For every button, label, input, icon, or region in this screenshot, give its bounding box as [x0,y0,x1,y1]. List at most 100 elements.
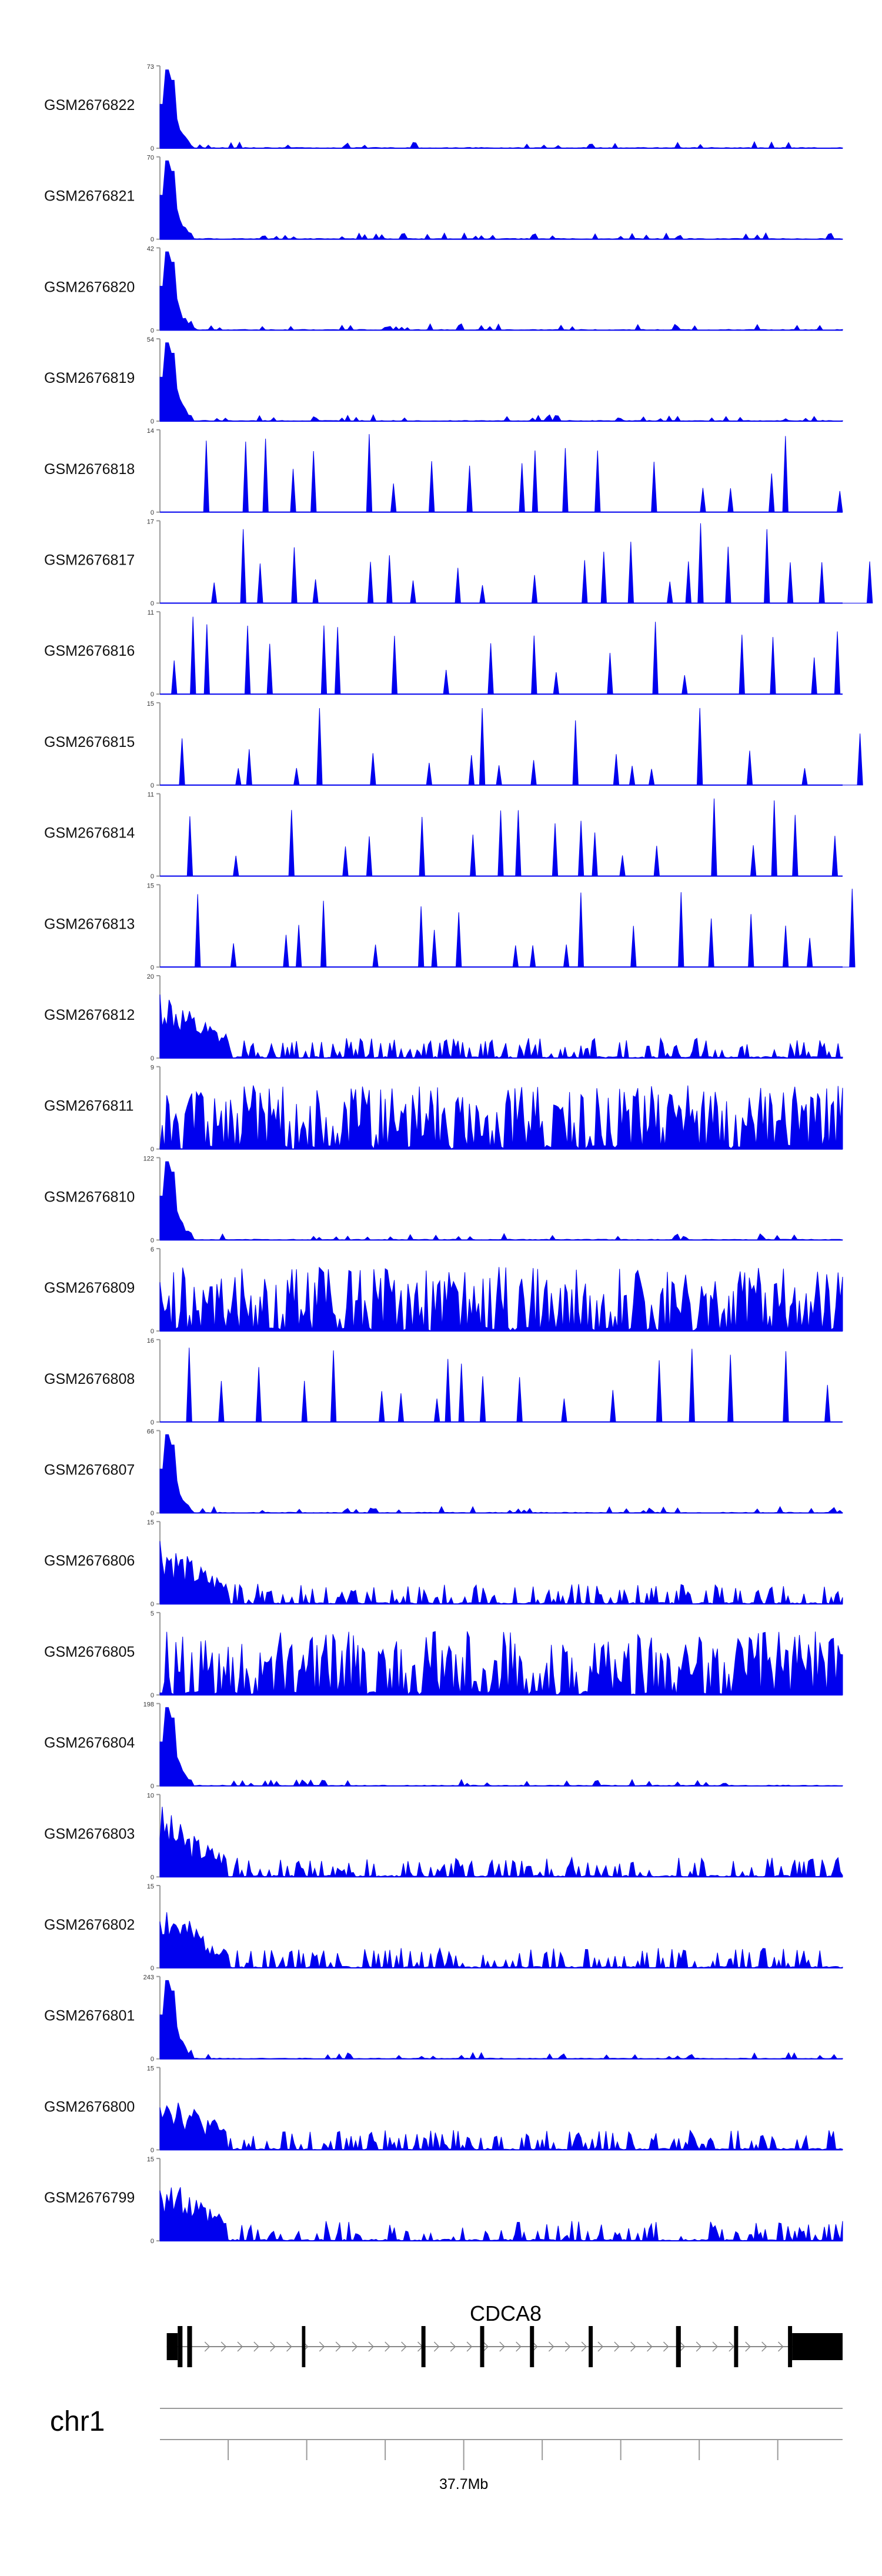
signal-area [159,1085,843,1150]
strand-arrow [614,2341,620,2352]
track-ymax-label: 15 [147,1519,154,1526]
track-ymin-label: 0 [151,418,154,425]
strand-arrow [679,2341,686,2352]
track-label: GSM2676814 [44,825,135,842]
track-ymin-label: 0 [151,1419,154,1426]
signal-area [159,2187,843,2242]
strand-arrow [729,2341,734,2352]
strand-arrow [712,2341,719,2352]
strand-arrow [647,2341,653,2352]
track-ymax-label: 6 [151,1246,154,1253]
strand-arrow [286,2341,292,2352]
track-GSM2676812: GSM2676812 20 0 [44,973,843,1062]
track-ymin-label: 0 [151,327,154,334]
track-GSM2676817: GSM2676817 17 0 [44,519,873,608]
track-label: GSM2676802 [44,1917,135,1933]
track-ymax-label: 66 [147,1429,154,1436]
track-label: GSM2676801 [44,2008,135,2024]
track-label: GSM2676810 [44,1189,135,1205]
signal-area [160,434,843,513]
track-ymax-label: 11 [148,609,154,616]
track-ymax-label: 73 [147,64,154,71]
track-ymax-label: 70 [147,155,154,162]
track-ymax-label: 17 [147,519,154,526]
track-ymin-label: 0 [151,1510,154,1517]
track-ymin-label: 0 [151,145,154,152]
signal-area [159,1266,843,1332]
gene-exon [734,2326,739,2367]
strand-arrow [745,2341,751,2352]
strand-arrow [597,2341,604,2352]
track-GSM2676808: GSM2676808 16 0 [44,1337,843,1426]
signal-area [160,708,863,786]
strand-arrow [483,2341,489,2352]
track-GSM2676805: GSM2676805 5 0 [44,1610,843,1699]
gene-exon [421,2326,426,2367]
gene-exon [302,2326,306,2367]
signal-area [159,251,843,331]
track-GSM2676799: GSM2676799 15 0 [44,2156,843,2245]
track-ymin-label: 0 [151,1692,154,1699]
signal-area [159,69,843,149]
track-label: GSM2676816 [44,643,135,659]
gene-track: CDCA8 [166,2301,843,2367]
strand-arrow [761,2341,767,2352]
track-GSM2676803: GSM2676803 10 0 [44,1792,843,1881]
track-ymax-label: 14 [147,428,154,435]
track-label: GSM2676804 [44,1735,135,1751]
track-ymin-label: 0 [151,964,154,971]
track-label: GSM2676820 [44,279,135,295]
signal-area [159,2103,843,2151]
strand-arrow [368,2341,374,2352]
strand-arrow [237,2341,243,2352]
gene-exon [187,2326,192,2367]
track-label: GSM2676817 [44,552,135,569]
strand-arrow [433,2341,440,2352]
signal-area [159,1161,843,1241]
genome-ticks [228,2440,779,2470]
track-label: GSM2676819 [44,370,135,386]
track-GSM2676822: GSM2676822 73 0 [44,64,843,152]
track-ymin-label: 0 [151,2238,154,2245]
track-label: GSM2676807 [44,1462,135,1479]
track-ymax-label: 16 [147,1337,154,1344]
track-ymin-label: 0 [151,600,154,608]
gene-exon [480,2326,485,2367]
strand-arrow [499,2341,505,2352]
track-label: GSM2676811 [44,1098,133,1115]
gene-exon [166,2333,178,2360]
track-ymin-label: 0 [151,509,154,516]
track-GSM2676810: GSM2676810 122 0 [44,1155,843,1244]
strand-arrow [696,2341,702,2352]
strand-arrow [630,2341,636,2352]
strand-arrow [270,2341,276,2352]
track-ymin-label: 0 [151,1965,154,1972]
track-ymin-label: 0 [151,1146,154,1153]
signal-area [159,1912,843,1969]
gene-exon [530,2326,534,2367]
track-GSM2676813: GSM2676813 15 0 [44,882,856,971]
track-GSM2676814: GSM2676814 11 0 [44,792,843,880]
strand-arrow [581,2341,587,2352]
track-GSM2676820: GSM2676820 42 0 [44,245,843,334]
signal-area [159,994,843,1059]
track-GSM2676819: GSM2676819 54 0 [44,336,843,425]
track-ymin-label: 0 [151,1328,154,1335]
signal-area [159,1541,843,1605]
chromosome-label: chr1 [50,2406,105,2437]
track-ymin-label: 0 [151,1237,154,1244]
track-label: GSM2676800 [44,2098,135,2115]
track-ymax-label: 243 [143,1974,154,1981]
track-ymin-label: 0 [151,691,154,698]
track-ymax-label: 198 [143,1701,154,1709]
track-ymin-label: 0 [151,873,154,880]
signal-area [159,160,843,240]
gene-exon [589,2326,593,2367]
track-label: GSM2676822 [44,97,135,114]
track-ymax-label: 42 [147,245,154,252]
signal-area [160,616,843,695]
track-GSM2676804: GSM2676804 198 0 [44,1701,843,1790]
gene-exon [676,2326,681,2367]
signal-area [159,1980,843,2060]
track-ymin-label: 0 [151,1601,154,1608]
